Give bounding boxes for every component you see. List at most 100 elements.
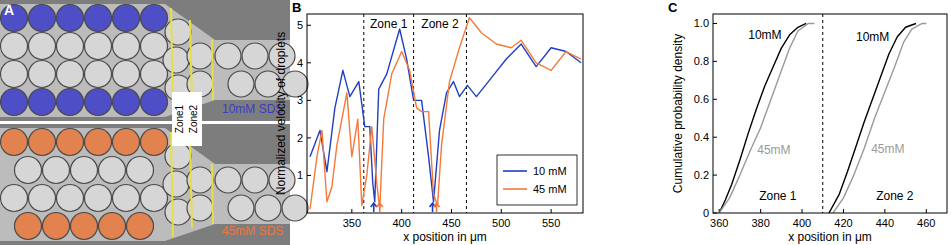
series-line — [719, 23, 814, 213]
y-tick — [307, 25, 311, 26]
droplet — [228, 71, 254, 97]
droplet — [242, 167, 268, 193]
arrow — [434, 203, 440, 212]
y-tick-label: 1.0 — [694, 17, 709, 29]
droplet — [228, 195, 254, 221]
x-tick — [802, 209, 803, 213]
droplet — [85, 33, 112, 60]
droplet — [1, 129, 28, 156]
zone-label: Zone 1 — [370, 17, 408, 31]
y-axis-label: Normalized velocity of droplets — [274, 32, 288, 195]
droplet — [57, 5, 84, 32]
zone-line — [171, 132, 173, 237]
droplet — [141, 129, 168, 156]
droplet — [43, 157, 70, 184]
zone-label: Zone 2 — [876, 189, 914, 203]
wall — [0, 0, 290, 121]
y-tick-label: 5 — [297, 19, 303, 31]
droplet — [215, 167, 241, 193]
droplet — [113, 5, 140, 32]
zone-label: Zone1 — [174, 104, 185, 133]
frame — [713, 14, 947, 213]
droplet — [113, 129, 140, 156]
droplet — [141, 89, 168, 116]
droplet — [71, 157, 98, 184]
droplet — [15, 213, 42, 240]
series-label: 45mM — [871, 142, 904, 156]
series-line — [833, 23, 926, 213]
droplet — [1, 61, 28, 88]
figure: Zone1Zone210mM SDS45mM SDSAB350400450500… — [0, 0, 951, 245]
droplet — [163, 171, 189, 197]
y-tick — [307, 175, 311, 176]
y-tick — [713, 23, 717, 24]
legend-swatch — [503, 170, 527, 172]
x-tick-label: 350 — [343, 217, 361, 229]
x-tick-label: 440 — [876, 217, 894, 229]
x-axis-label: x position in μm — [788, 230, 872, 244]
droplet — [1, 185, 28, 212]
zone-divider — [822, 14, 823, 213]
series-label: 45mM — [757, 143, 790, 157]
droplet — [29, 61, 56, 88]
series-group — [719, 23, 926, 213]
x-tick-label: 400 — [793, 217, 811, 229]
x-tick-label: 360 — [710, 217, 728, 229]
droplet — [43, 213, 70, 240]
droplet — [29, 129, 56, 156]
zone-line — [190, 144, 192, 228]
x-tick — [351, 209, 352, 213]
y-tick — [307, 100, 311, 101]
droplet — [85, 61, 112, 88]
droplet — [85, 185, 112, 212]
y-tick — [713, 137, 717, 138]
series-line — [829, 23, 916, 213]
y-tick-label: 4 — [297, 57, 303, 69]
droplet — [85, 89, 112, 116]
x-tick — [551, 209, 552, 213]
zone-label: Zone2 — [188, 104, 199, 133]
series-label: 10mM — [748, 28, 781, 42]
label-box — [172, 92, 202, 146]
droplet — [57, 89, 84, 116]
droplet — [29, 5, 56, 32]
x-tick-label: 550 — [542, 217, 560, 229]
panel-letter: B — [292, 0, 301, 15]
x-tick — [926, 209, 927, 213]
arrow — [371, 203, 377, 212]
legend-swatch — [503, 188, 527, 190]
droplet — [282, 195, 308, 221]
x-tick — [760, 209, 761, 213]
y-tick — [713, 99, 717, 100]
x-tick-label: 460 — [917, 217, 935, 229]
droplet — [113, 61, 140, 88]
droplet — [1, 89, 28, 116]
panel-c: C36038040042044046000.20.40.60.81.0x pos… — [668, 0, 947, 244]
x-tick-label: 450 — [442, 217, 460, 229]
y-tick-label: 1 — [297, 169, 303, 181]
zone-divider — [466, 14, 467, 213]
droplet — [57, 129, 84, 156]
zone-label: Zone 1 — [759, 189, 797, 203]
droplet — [113, 33, 140, 60]
droplet — [165, 143, 191, 169]
zone-line — [212, 40, 213, 100]
droplet — [165, 19, 191, 45]
droplet — [99, 213, 126, 240]
droplet — [242, 43, 268, 69]
y-tick-label: 0 — [703, 207, 709, 219]
x-tick — [843, 209, 844, 213]
x-tick-label: 380 — [751, 217, 769, 229]
droplet — [57, 185, 84, 212]
y-tick — [713, 61, 717, 62]
y-tick-label: 0.8 — [694, 55, 709, 67]
zone-label: Zone 2 — [421, 17, 459, 31]
channel — [0, 4, 290, 117]
sds-label: 45mM SDS — [222, 224, 283, 238]
y-tick — [307, 62, 311, 63]
droplet — [127, 213, 154, 240]
droplet — [57, 61, 84, 88]
series-group — [310, 18, 581, 210]
droplet — [99, 157, 126, 184]
x-tick — [401, 209, 402, 213]
